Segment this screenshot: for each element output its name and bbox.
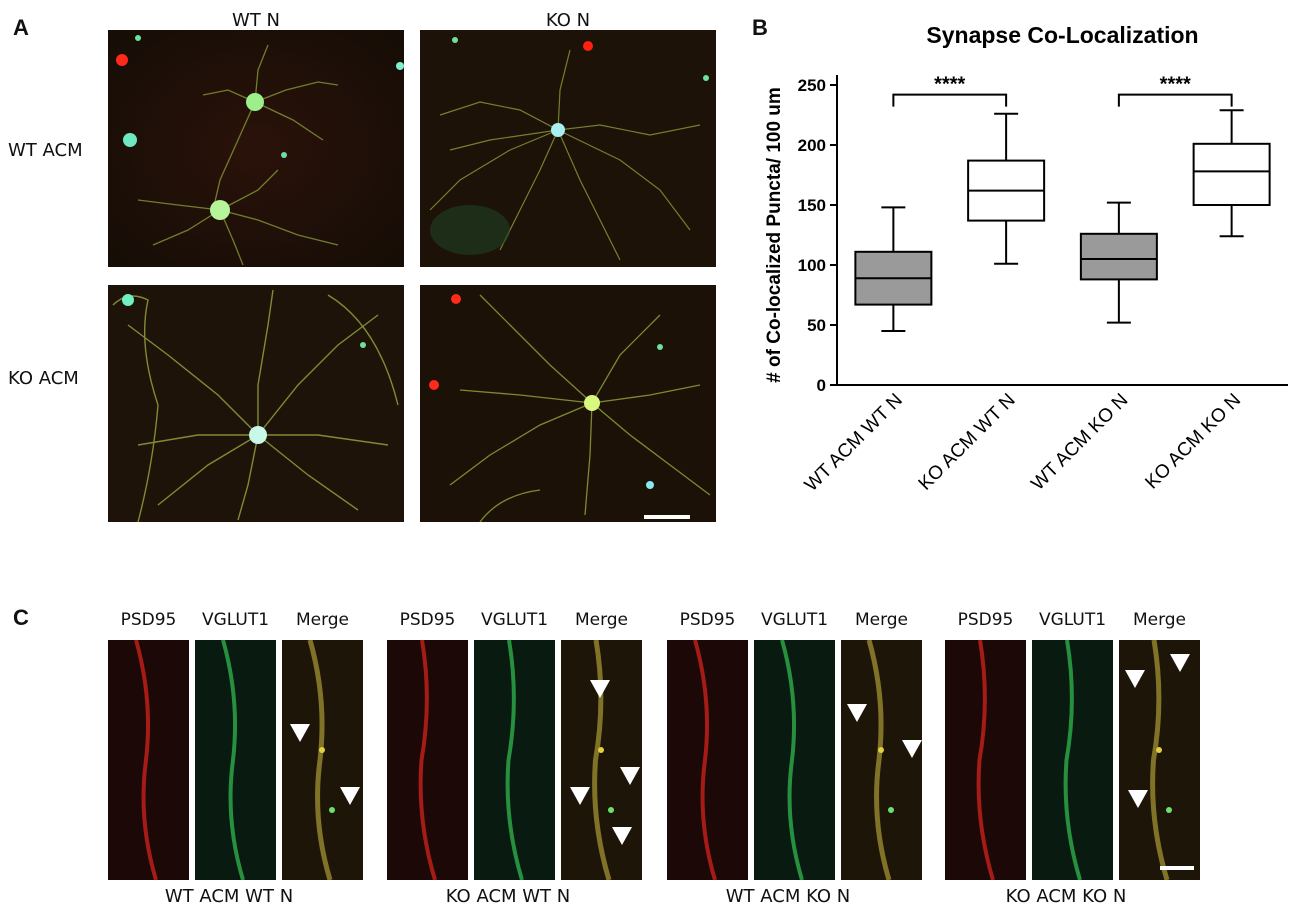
panel-a-letter: A xyxy=(13,15,29,40)
y-tick-label: 250 xyxy=(798,76,826,95)
channel-label: Merge xyxy=(295,610,350,630)
fluorescence-strip xyxy=(195,640,276,880)
fluorescence-strip xyxy=(561,640,642,880)
significance-label: **** xyxy=(1160,74,1191,96)
channel-label: PSD95 xyxy=(120,610,177,630)
y-tick-label: 200 xyxy=(798,136,826,155)
y-tick-label: 0 xyxy=(817,376,826,395)
y-tick-label: 50 xyxy=(807,316,826,335)
row-header-wt-acm: WT ACM xyxy=(8,140,83,161)
y-tick-label: 150 xyxy=(798,196,826,215)
fluorescence-strip xyxy=(1032,640,1113,880)
significance-label: **** xyxy=(934,74,965,96)
column-header-wt-n: WT N xyxy=(232,10,280,31)
row-header-ko-acm: KO ACM xyxy=(8,368,79,389)
channel-label: PSD95 xyxy=(399,610,456,630)
group-label: KO ACM KO N xyxy=(1005,886,1127,907)
x-tick-label: KO ACM WT N xyxy=(915,390,1020,495)
fluorescence-strip xyxy=(754,640,835,880)
group-label: WT ACM WT N xyxy=(164,886,294,907)
fluorescence-strip xyxy=(474,640,555,880)
box xyxy=(1079,232,1158,281)
channel-label: Merge xyxy=(574,610,629,630)
micrograph-ko-acm-ko-n xyxy=(420,285,716,522)
fluorescence-strip xyxy=(282,640,363,880)
box-plot-chart: Synapse Co-Localization # of Co-localized… xyxy=(764,22,1288,496)
x-tick-label: WT ACM KO N xyxy=(1027,390,1132,495)
micrograph-ko-acm-wt-n xyxy=(108,285,404,522)
fluorescence-strip xyxy=(108,640,189,880)
y-axis-label: # of Co-localized Puncta/ 100 um xyxy=(764,87,785,383)
significance-bracket xyxy=(1117,93,1233,107)
channel-label: VGLUT1 xyxy=(480,610,549,630)
channel-label: VGLUT1 xyxy=(760,610,829,630)
micrograph-wt-acm-ko-n xyxy=(420,30,716,267)
fluorescence-strip xyxy=(667,640,748,880)
panel-c-letter: C xyxy=(13,605,29,630)
box xyxy=(1192,142,1271,207)
fluorescence-strip xyxy=(1119,640,1200,880)
channel-label: PSD95 xyxy=(957,610,1014,630)
group-label: KO ACM WT N xyxy=(445,886,571,907)
channel-label: PSD95 xyxy=(679,610,736,630)
channel-label: VGLUT1 xyxy=(1038,610,1107,630)
x-tick-label: KO ACM KO N xyxy=(1141,390,1245,494)
micrograph-wt-acm-wt-n xyxy=(108,30,404,267)
column-header-ko-n: KO N xyxy=(545,10,591,31)
fluorescence-strip xyxy=(387,640,468,880)
channel-label: Merge xyxy=(854,610,909,630)
group-label: WT ACM KO N xyxy=(725,886,851,907)
significance-bracket xyxy=(892,93,1008,107)
fluorescence-strip xyxy=(945,640,1026,880)
y-tick-label: 100 xyxy=(798,256,826,275)
x-tick-label: WT ACM WT N xyxy=(801,390,907,496)
chart-title: Synapse Co-Localization xyxy=(926,22,1198,48)
channel-label: Merge xyxy=(1132,610,1187,630)
panel-b-letter: B xyxy=(752,15,768,40)
fluorescence-strip xyxy=(841,640,922,880)
channel-label: VGLUT1 xyxy=(201,610,270,630)
